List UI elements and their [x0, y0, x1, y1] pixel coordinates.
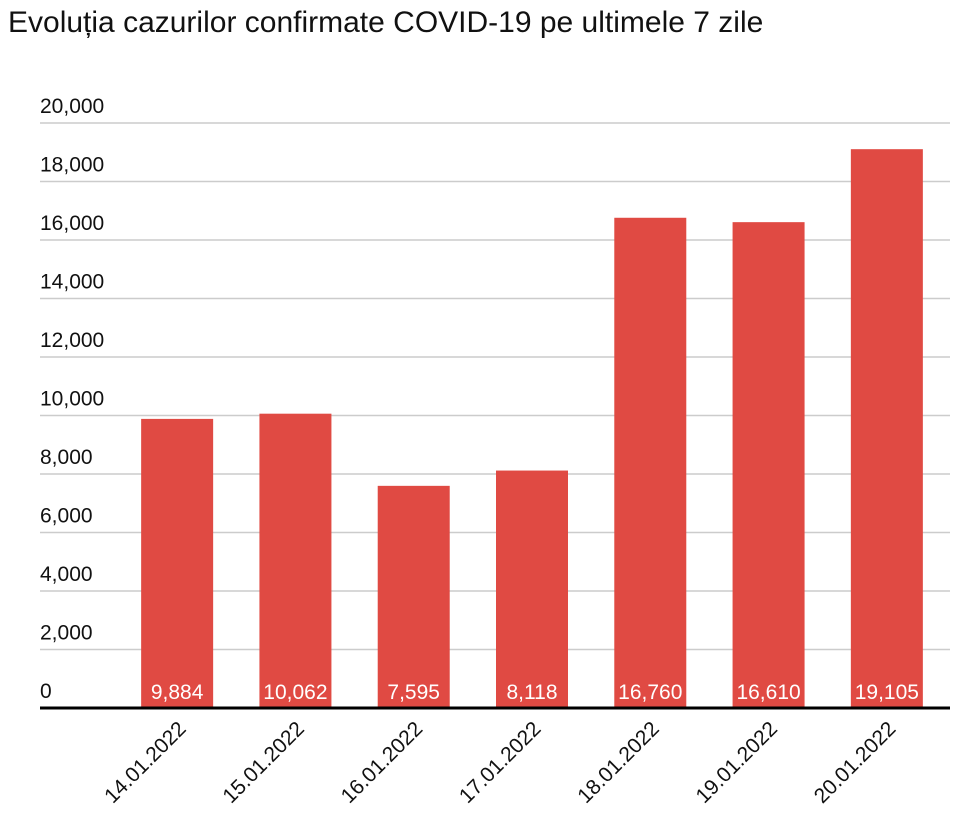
x-tick-label: 17.01.2022 — [455, 717, 546, 808]
y-tick-label: 16,000 — [40, 212, 104, 235]
y-tick-label: 6,000 — [40, 505, 93, 528]
chart-title: Evoluția cazurilor confirmate COVID-19 p… — [8, 6, 763, 39]
x-tick-label: 15.01.2022 — [218, 717, 309, 808]
y-tick-label: 4,000 — [40, 563, 93, 586]
x-tick-label: 18.01.2022 — [573, 717, 664, 808]
y-tick-label: 12,000 — [40, 329, 104, 352]
bar — [732, 222, 805, 708]
x-tick-label: 14.01.2022 — [100, 717, 191, 808]
y-tick-label: 20,000 — [40, 95, 104, 118]
y-tick-label: 10,000 — [40, 388, 104, 411]
y-tick-label: 14,000 — [40, 271, 104, 294]
bar — [259, 413, 332, 708]
value-label: 10,062 — [263, 681, 327, 704]
y-tick-label: 18,000 — [40, 154, 104, 177]
x-tick-label: 20.01.2022 — [810, 717, 901, 808]
y-tick-label: 0 — [40, 680, 52, 703]
bar — [614, 217, 687, 708]
x-tick-label: 19.01.2022 — [692, 717, 783, 808]
value-label: 7,595 — [387, 681, 440, 704]
y-tick-label: 2,000 — [40, 622, 93, 645]
bar — [496, 470, 568, 708]
value-label: 16,760 — [618, 681, 682, 704]
bar — [141, 418, 214, 708]
value-label: 8,118 — [507, 681, 558, 704]
y-tick-label: 8,000 — [40, 446, 93, 469]
bar — [377, 485, 450, 708]
value-label: 19,105 — [855, 681, 919, 704]
x-tick-label: 16.01.2022 — [337, 717, 428, 808]
bar — [850, 149, 923, 708]
value-label: 9,884 — [151, 681, 204, 704]
value-label: 16,610 — [736, 681, 800, 704]
